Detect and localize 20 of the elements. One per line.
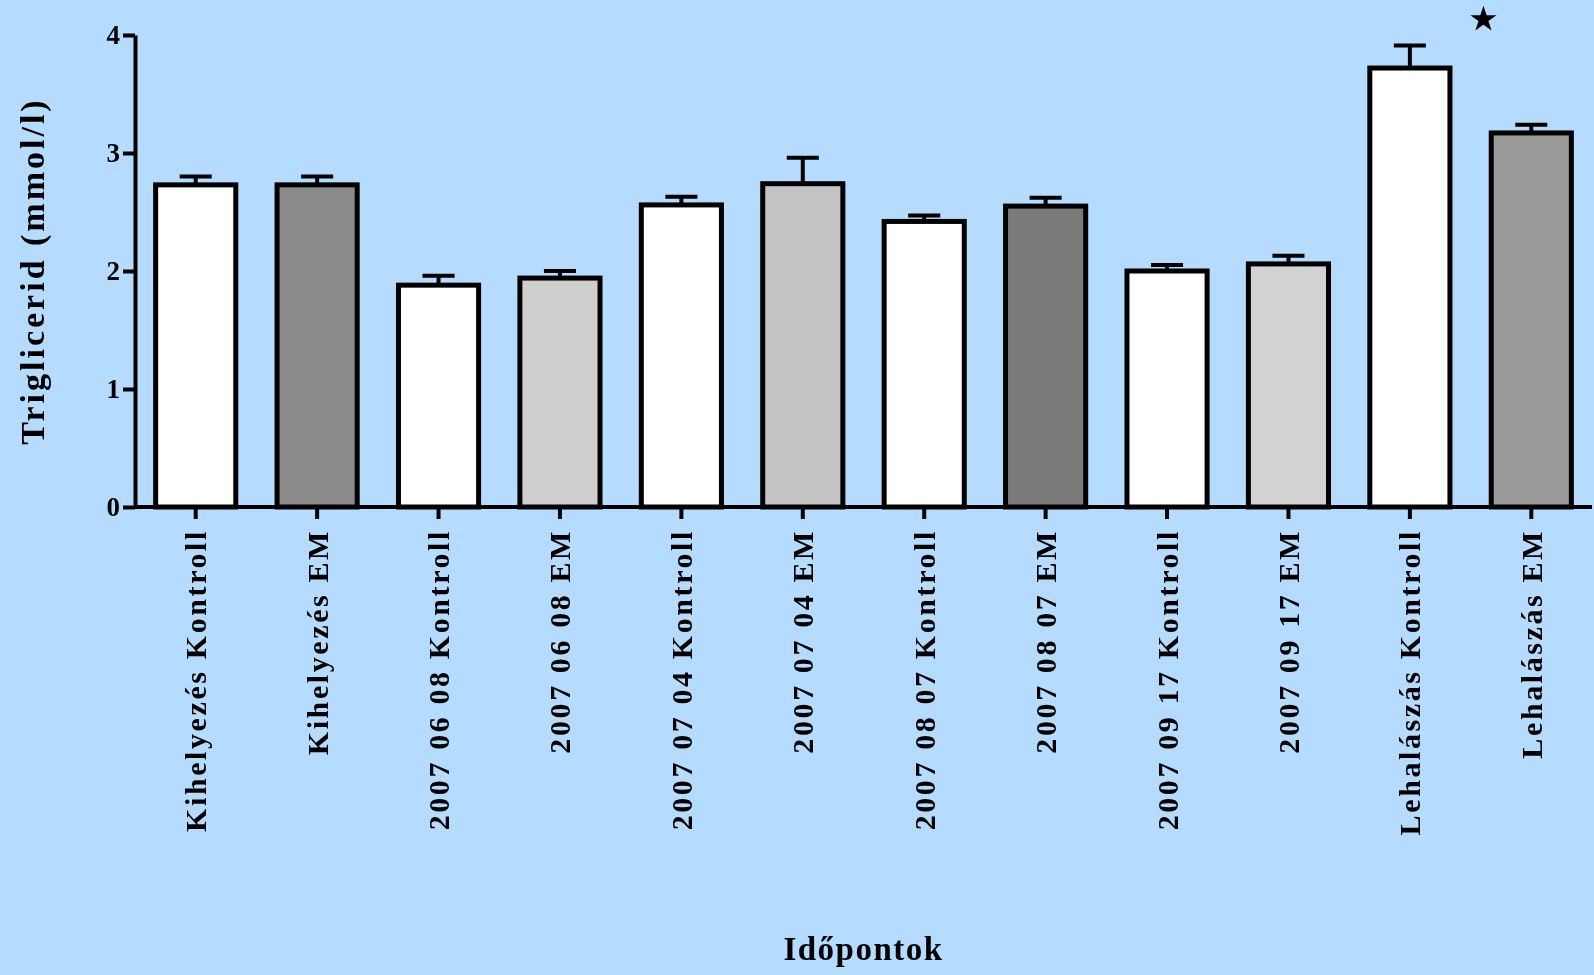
y-tick-label: 0 (106, 492, 120, 523)
x-tick-label: 2007 06 08 EM (543, 529, 577, 754)
y-tick-label: 3 (106, 138, 120, 169)
x-tick-label: Kihelyezés Kontroll (179, 529, 213, 832)
y-tick-label: 2 (106, 256, 120, 287)
x-tick-label: Lehalászás Kontroll (1393, 529, 1427, 836)
x-tick-label: 2007 09 17 EM (1271, 529, 1305, 754)
x-tick-label: Kihelyezés EM (300, 529, 334, 756)
x-tick-label: 2007 07 04 EM (786, 529, 820, 754)
x-tick-label: 2007 08 07 EM (1029, 529, 1063, 754)
y-axis-title: Triglicerid (mmol/l) (14, 97, 52, 445)
x-tick-label: 2007 08 07 Kontroll (907, 529, 941, 831)
x-axis-title: Időpontok (783, 931, 944, 967)
x-tick-label: 2007 06 08 Kontroll (422, 529, 456, 831)
x-tick-label: 2007 07 04 Kontroll (664, 529, 698, 831)
text: ★ (1469, 2, 1497, 35)
y-tick-label: 4 (106, 20, 120, 51)
x-tick-label: Lehalászás EM (1514, 529, 1548, 759)
x-tick-label: 2007 09 17 Kontroll (1150, 529, 1184, 831)
y-tick-label: 1 (106, 374, 120, 405)
